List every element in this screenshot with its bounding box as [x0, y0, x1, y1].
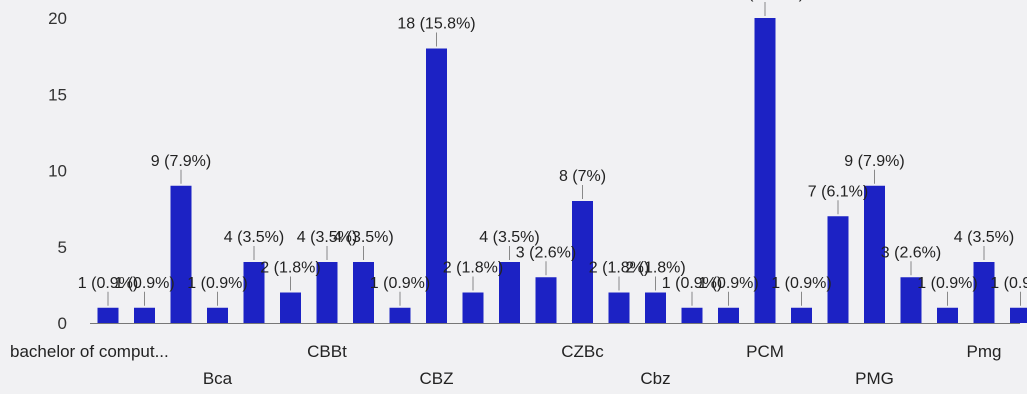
- bar: [718, 308, 739, 323]
- x-tick-label: Cbz: [640, 369, 670, 388]
- data-label: 18 (15.8%): [397, 16, 475, 33]
- data-labels-group: 1 (0.9%) 1 (0.9%) 9 (7.9%) 1 (0.9%) 4 (3.5%)…: [78, 0, 1027, 306]
- bar: [207, 308, 228, 323]
- data-label: 3 (2.6%): [516, 244, 576, 261]
- y-tick-label: 5: [58, 238, 67, 257]
- bar: [280, 293, 301, 324]
- bar: [134, 308, 155, 323]
- bar: [463, 293, 484, 324]
- bar: [682, 308, 703, 323]
- data-label: 1 (0.9%): [990, 275, 1027, 292]
- x-tick-label: CBZ: [420, 369, 454, 388]
- data-label: 8 (7%): [559, 168, 606, 185]
- data-label: 3 (2.6%): [881, 244, 941, 261]
- bar: [828, 216, 849, 323]
- x-axis: bachelor of comput... Bca CBBt CBZ CZBc Cbz PC…: [10, 342, 1001, 388]
- data-label: 4 (3.5%): [224, 229, 284, 246]
- data-label: 1 (0.9%): [698, 275, 758, 292]
- data-label: 1 (0.9%): [771, 275, 831, 292]
- y-tick-label: 20: [48, 9, 67, 28]
- x-tick-label: CBBt: [307, 342, 347, 361]
- x-tick-label: PCM: [746, 342, 784, 361]
- bar: [390, 308, 411, 323]
- data-label: 7 (6.1%): [808, 183, 868, 200]
- bar: [937, 308, 958, 323]
- bar: [536, 277, 557, 323]
- data-label: 9 (7.9%): [844, 153, 904, 170]
- bar: [974, 262, 995, 323]
- x-tick-label: Pmg: [967, 342, 1002, 361]
- data-label: 1 (0.9%): [370, 275, 430, 292]
- y-tick-label: 15: [48, 85, 67, 104]
- data-label: 4 (3.5%): [333, 229, 393, 246]
- bar: [645, 293, 666, 324]
- bar: [98, 308, 119, 323]
- data-label: 1 (0.9%): [114, 275, 174, 292]
- data-label: 20 (17.5%): [726, 0, 804, 2]
- bar: [609, 293, 630, 324]
- x-tick-label: CZBc: [561, 342, 604, 361]
- y-tick-label: 10: [48, 162, 67, 181]
- data-label: 2 (1.8%): [260, 260, 320, 277]
- data-label: 4 (3.5%): [954, 229, 1014, 246]
- data-label: 2 (1.8%): [443, 260, 503, 277]
- data-label: 1 (0.9%): [187, 275, 247, 292]
- bar: [171, 186, 192, 323]
- bar: [791, 308, 812, 323]
- x-tick-label: bachelor of comput...: [10, 342, 169, 361]
- x-tick-label: Bca: [203, 369, 233, 388]
- y-tick-label: 0: [58, 314, 67, 333]
- bar: [353, 262, 374, 323]
- x-tick-label: PMG: [855, 369, 894, 388]
- bar: [1010, 308, 1027, 323]
- data-label: 9 (7.9%): [151, 153, 211, 170]
- data-label: 1 (0.9%): [917, 275, 977, 292]
